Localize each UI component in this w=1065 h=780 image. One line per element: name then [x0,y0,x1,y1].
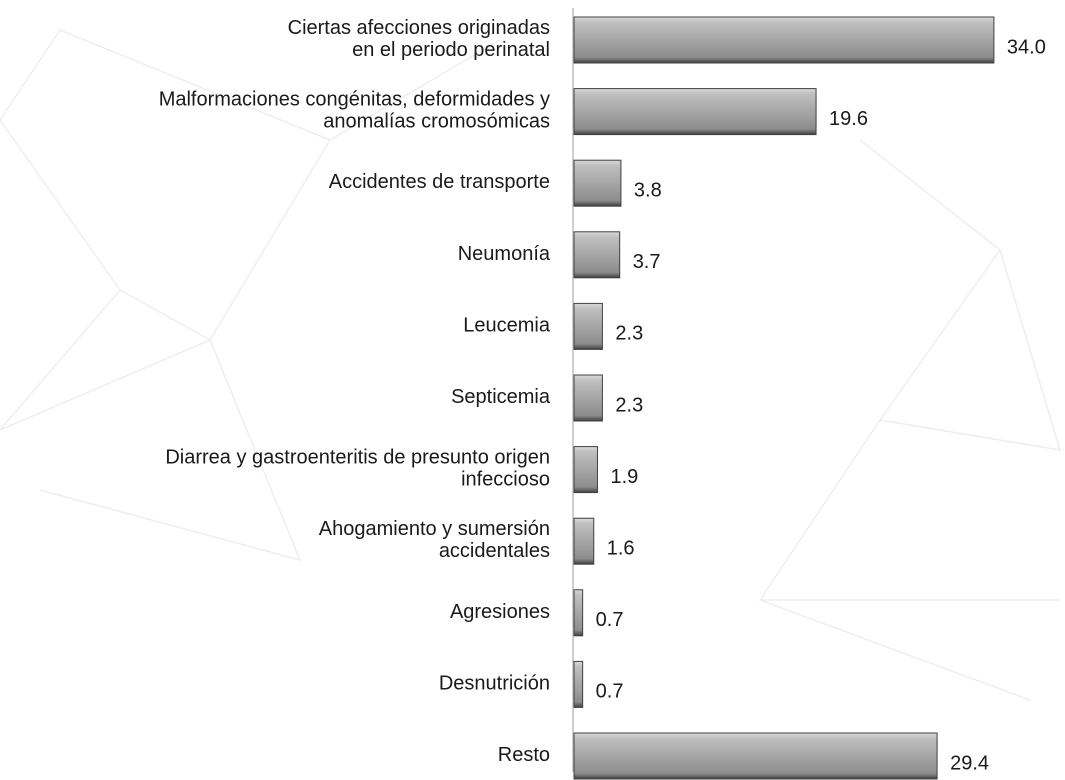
category-label: Malformaciones congénitas, deformidades … [159,89,550,133]
bar [573,159,622,207]
value-label: 3.8 [634,179,662,201]
value-label: 19.6 [829,108,868,130]
category-label: Ciertas afecciones originadas en el perio… [288,17,550,61]
category-label: Neumonía [458,243,551,265]
value-label: 1.9 [610,466,638,488]
bar [573,16,995,64]
bar [573,374,603,422]
category-label: Resto [498,744,550,766]
category-label: Ahogamiento y sumersión accidentales [319,518,550,562]
value-label: 3.7 [633,251,661,273]
bar [573,231,621,279]
value-label: 2.3 [615,394,643,416]
value-label: 0.7 [596,681,624,703]
value-label: 0.7 [596,609,624,631]
bar [573,589,584,637]
category-label: Septicemia [451,386,551,408]
category-label: Desnutrición [439,673,550,695]
category-label: Accidentes de transporte [329,171,550,193]
bar [573,660,584,708]
value-label: 34.0 [1007,36,1046,58]
bar [573,302,603,350]
category-label: Diarrea y gastroenteritis de presunto or… [165,447,550,491]
background-network [0,29,1062,701]
value-label: 29.4 [950,752,989,774]
category-label: Agresiones [450,601,550,623]
bar [573,446,598,494]
category-label: Leucemia [463,315,551,337]
value-label: 2.3 [615,323,643,345]
bar [573,732,938,780]
value-label: 1.6 [607,537,635,559]
bar [573,517,595,565]
bar [573,88,817,136]
